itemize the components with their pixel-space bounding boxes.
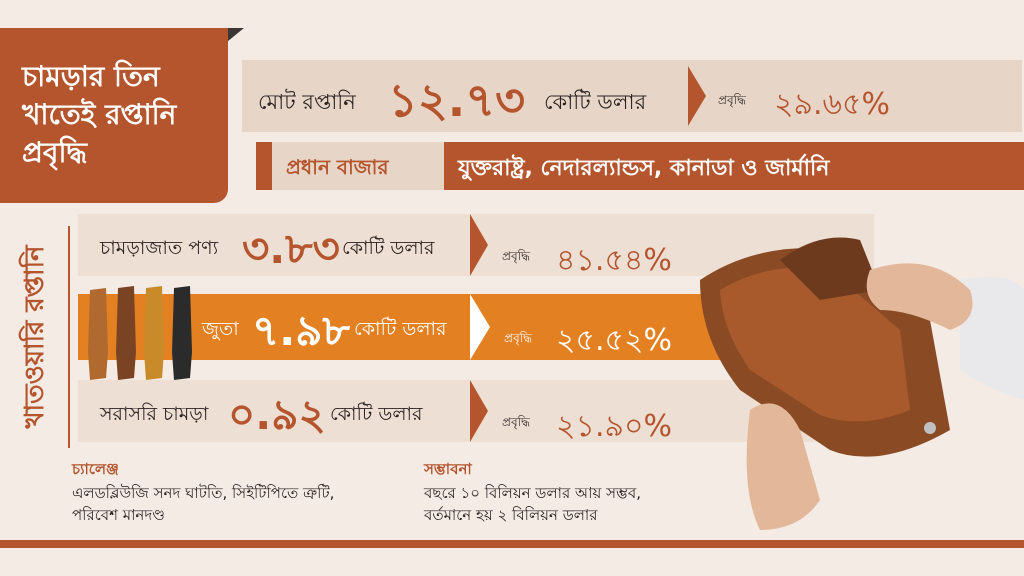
row-unit: কোটি ডলার <box>354 318 447 340</box>
row1-growth-label: প্রবৃদ্ধি <box>502 249 530 263</box>
sector-divider-line <box>68 226 70 448</box>
row-label: সরাসরি চামড়া <box>100 403 209 425</box>
headline-line-1: চামড়ার তিন <box>22 60 160 93</box>
row2-growth-label: প্রবৃদ্ধি <box>504 331 532 345</box>
shoe-brown-icon <box>116 286 136 380</box>
bottom-accent-bar <box>0 540 1024 548</box>
row-unit: কোটি ডলার <box>330 403 423 425</box>
shoe-yellow-icon <box>144 286 164 380</box>
row-label: চামড়াজাত পণ্য <box>100 237 219 259</box>
row-unit: কোটি ডলার <box>342 237 435 259</box>
headline-line-2: খাতেই রপ্তানি <box>22 98 177 131</box>
row-value: ০.৯২ <box>228 390 326 439</box>
prospect-line-1: বছরে ১০ বিলিয়ন ডলার আয় সম্ভব, <box>424 484 641 502</box>
prospect-heading: সম্ভাবনা <box>424 460 472 478</box>
row2-arrow-icon <box>470 294 490 360</box>
main-market-label: প্রধান বাজার <box>286 155 389 179</box>
challenge-line-2: পরিবেশ মানদণ্ড <box>72 506 165 524</box>
row-label: জুতা <box>202 318 239 340</box>
row-value: ৩.৮৩ <box>242 224 340 273</box>
prospect-line-2: বর্তমানে হয় ২ বিলিয়ন ডলার <box>424 506 598 524</box>
total-label: মোট রপ্তানি <box>258 90 356 114</box>
total-growth-label: প্রবৃদ্ধি <box>718 93 746 107</box>
row1-growth-value: ৪১.৫৪% <box>556 243 672 278</box>
total-value: ১২.৭৩ <box>388 73 526 127</box>
wallet-hands-image <box>700 237 1024 530</box>
total-arrow-icon <box>688 66 706 126</box>
sector-wise-label: খাতওয়ারি রপ্তানি <box>20 245 50 429</box>
sleeve-icon <box>960 276 1024 400</box>
challenge-line-1: এলডব্লিউজি সনদ ঘাটতি, সিইটিপিতে ত্রুটি, <box>72 484 335 502</box>
main-market-value: যুক্তরাষ্ট্র, নেদারল্যান্ডস, কানাডা ও জা… <box>458 156 830 181</box>
shoe-black-icon <box>172 286 192 380</box>
right-hand-icon <box>866 263 973 330</box>
shoe-tan-icon <box>88 288 108 380</box>
left-hand-icon <box>746 403 820 530</box>
total-export-row <box>242 60 1022 132</box>
total-growth-value: ২৯.৬৫% <box>774 87 890 122</box>
row3-growth-value: ২১.৯০% <box>556 409 672 444</box>
row3-growth-label: প্রবৃদ্ধি <box>502 415 530 429</box>
headline-block: চামড়ার তিন খাতেই রপ্তানি প্রবৃদ্ধি <box>0 28 228 203</box>
total-unit: কোটি ডলার <box>544 90 647 114</box>
shoes-image <box>88 286 192 380</box>
row3-arrow-icon <box>470 380 488 442</box>
row2-growth-value: ২৫.৫২% <box>556 323 672 358</box>
headline-line-3: প্রবৃদ্ধি <box>22 136 88 169</box>
row1-arrow-icon <box>470 214 488 276</box>
row-value: ৭.৯৮ <box>252 306 350 355</box>
challenge-heading: চ্যালেঞ্জ <box>72 460 119 478</box>
main-market-label-box <box>272 142 444 190</box>
